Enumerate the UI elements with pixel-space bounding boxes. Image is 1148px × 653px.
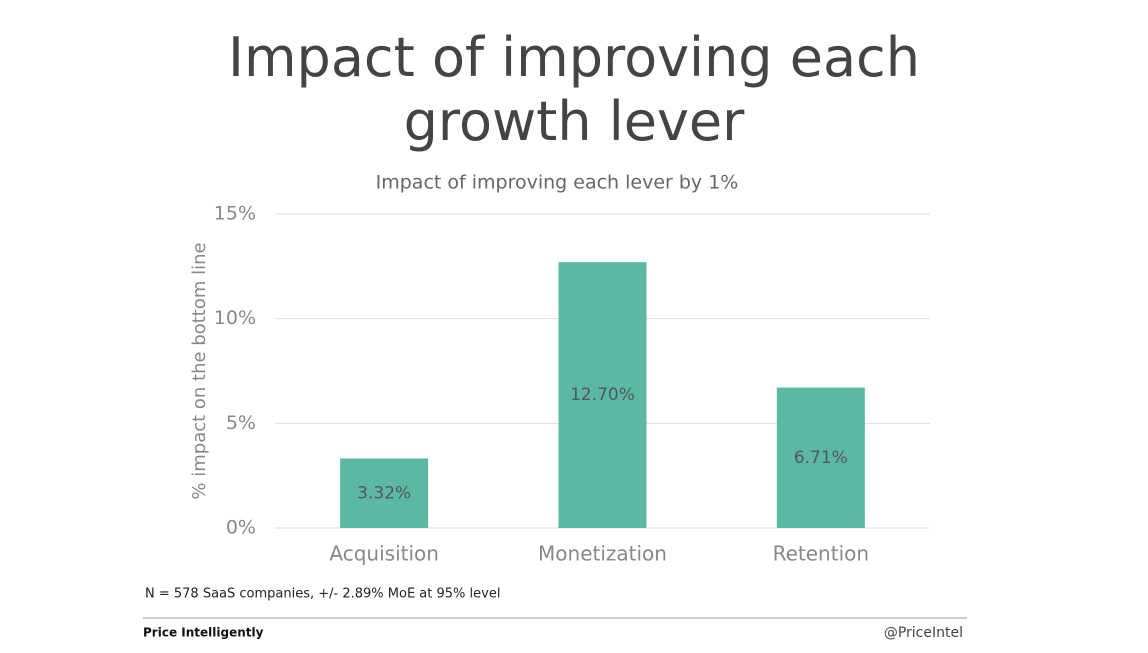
bar: [340, 458, 429, 528]
x-tick-label: Retention: [773, 542, 869, 566]
y-axis-label: % impact on the bottom line: [189, 242, 210, 499]
chart-title: Impact of improving each lever by 1%: [376, 172, 739, 194]
x-tick-label: Monetization: [538, 542, 667, 566]
y-tick-label: 10%: [214, 307, 256, 329]
slide-title: Impact of improving each growth lever: [228, 26, 920, 153]
y-tick-label: 15%: [214, 203, 256, 225]
x-tick-label: Acquisition: [329, 542, 439, 566]
handle: @PriceIntel: [884, 625, 963, 641]
value-label: 12.70%: [570, 385, 635, 405]
bar: [776, 387, 865, 528]
brand: Price Intelligently: [143, 626, 264, 640]
value-label: 6.71%: [794, 448, 848, 468]
value-label: 3.32%: [357, 483, 411, 503]
footnote: N = 578 SaaS companies, +/- 2.89% MoE at…: [145, 587, 500, 602]
y-tick-label: 5%: [226, 412, 256, 434]
bar: [558, 262, 647, 528]
y-tick-label: 0%: [226, 517, 256, 539]
